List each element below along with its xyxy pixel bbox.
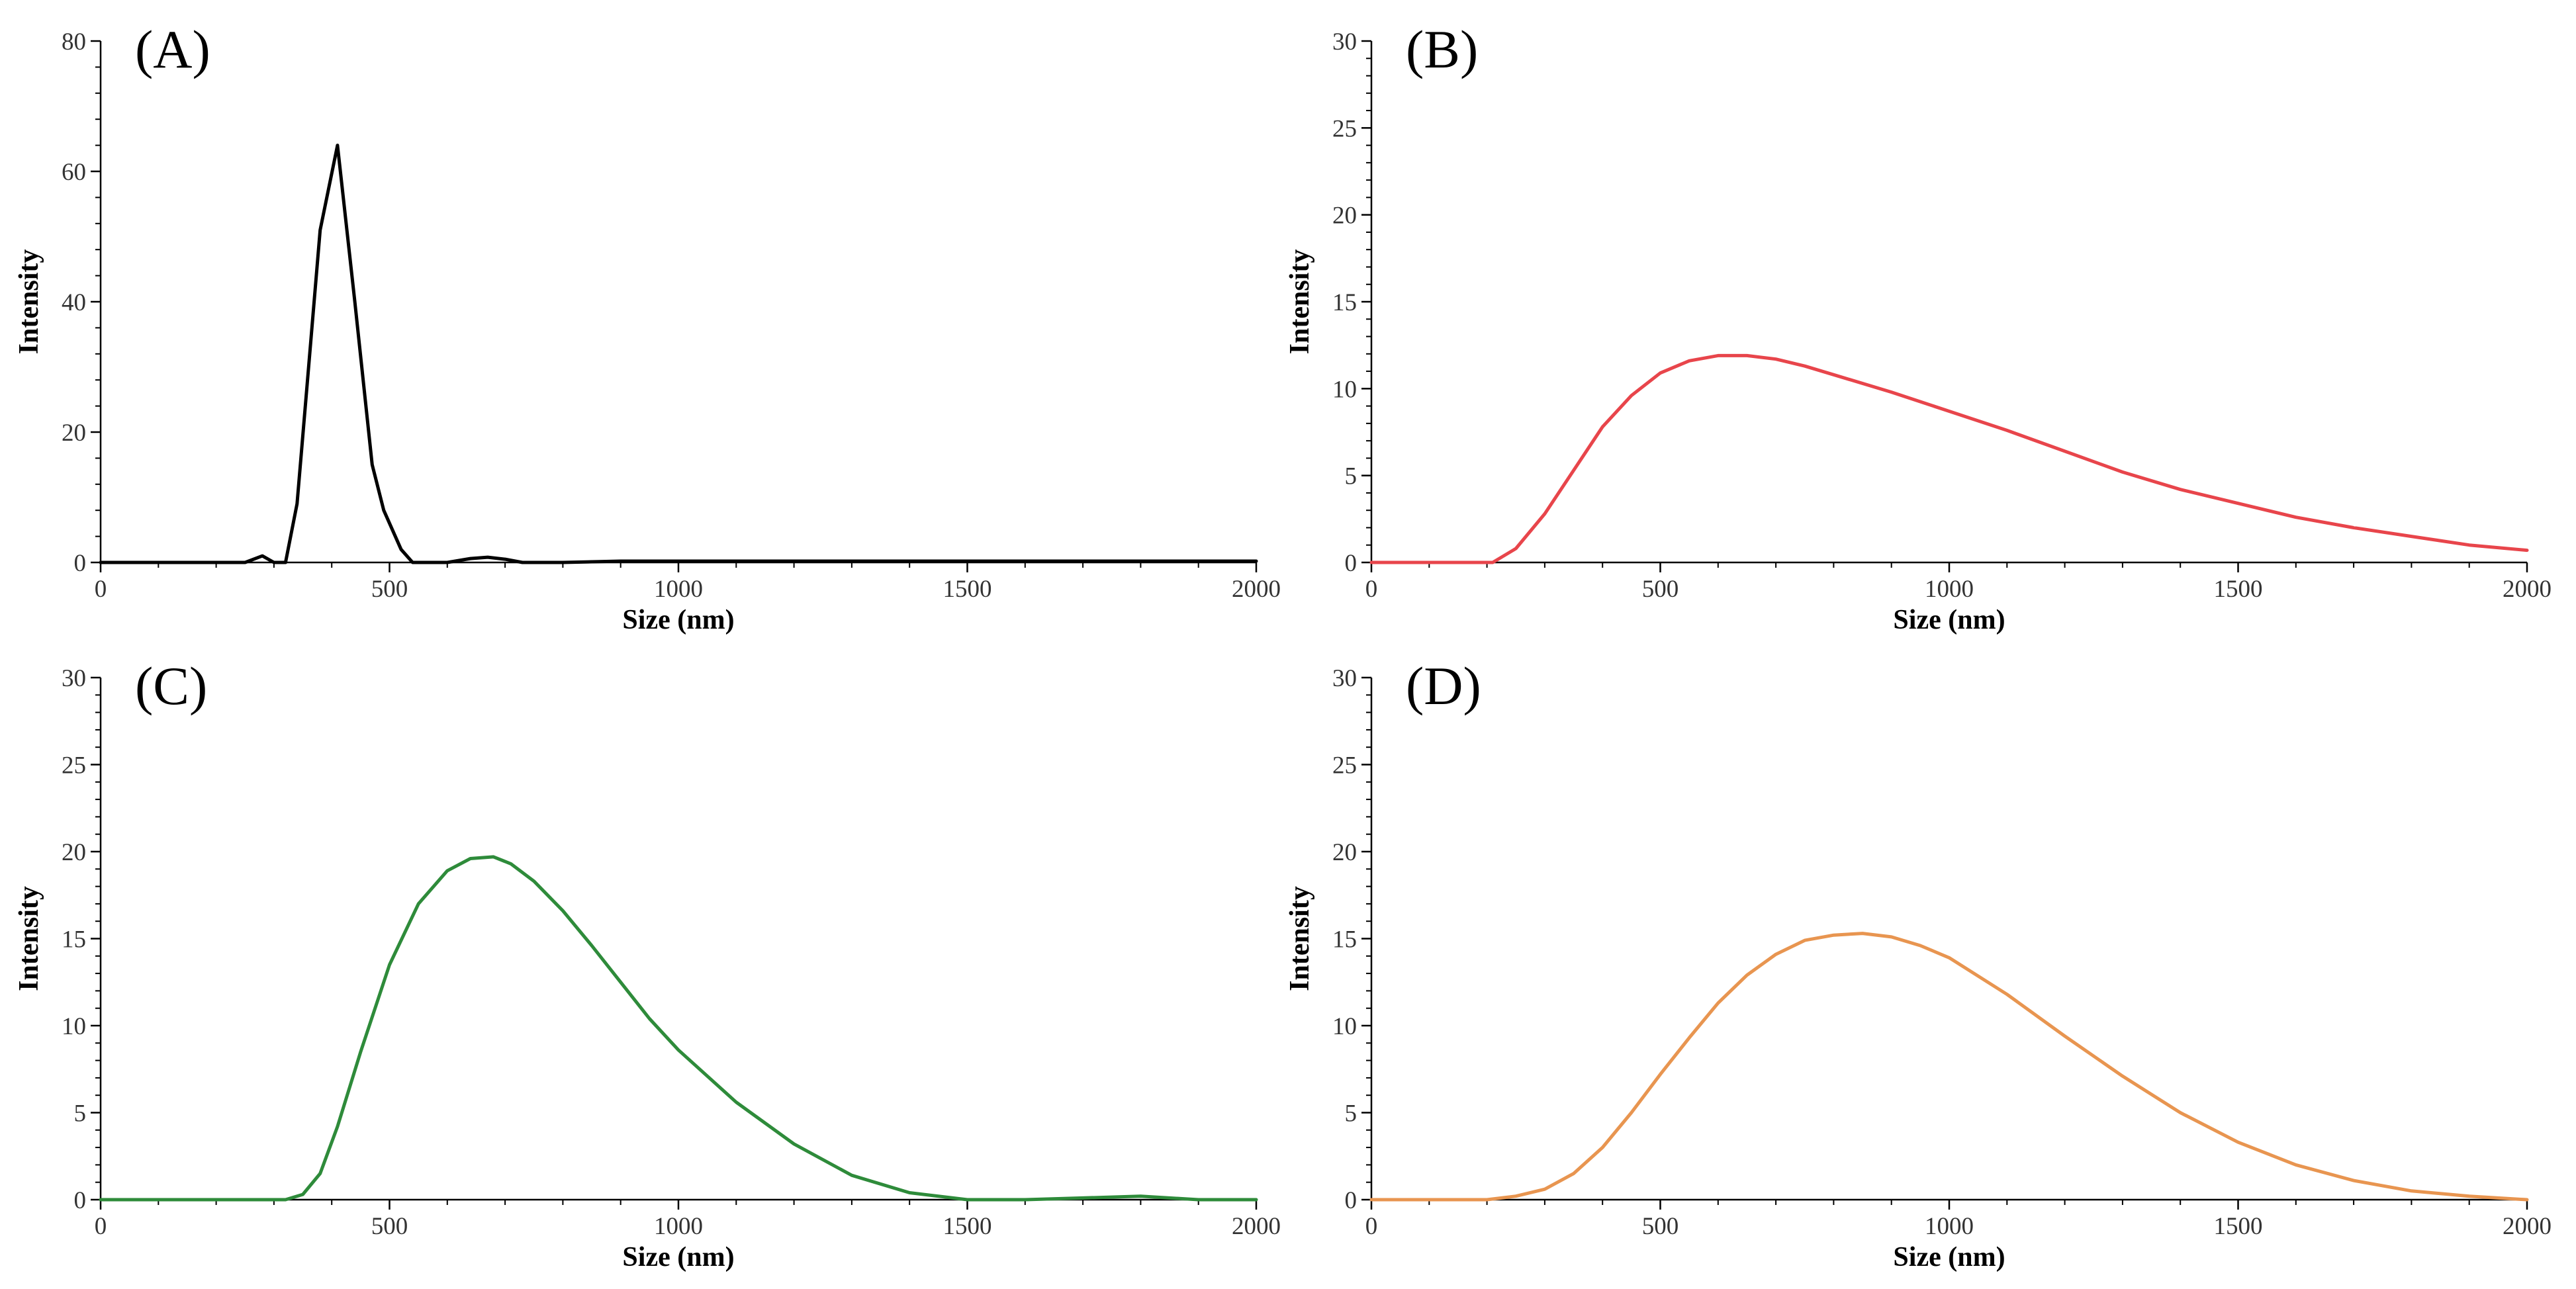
x-tick-label: 1500 (2214, 1213, 2263, 1240)
y-tick-label: 20 (1332, 839, 1357, 866)
y-tick-label: 15 (1332, 289, 1357, 316)
y-tick-label: 40 (62, 289, 86, 316)
y-axis-title: Intensity (14, 249, 44, 355)
x-axis-title: Size (nm) (1893, 605, 2005, 635)
y-tick-label: 0 (1345, 1187, 1357, 1214)
x-tick-label: 1000 (654, 1213, 703, 1240)
y-tick-label: 15 (1332, 926, 1357, 954)
series-line-A (99, 144, 1258, 564)
y-tick-label: 30 (1332, 28, 1357, 56)
x-tick-label: 500 (1642, 576, 1679, 603)
y-tick-label: 30 (62, 665, 86, 692)
chart-panel-1: 0 500 1000 1500 2000 0 20 40 60 80 Size (nm) Intens… (14, 19, 1281, 635)
panel-label: (A) (135, 19, 210, 79)
y-tick-label: 20 (1332, 202, 1357, 230)
y-tick-label: 30 (1332, 665, 1357, 692)
y-axis-title: Intensity (14, 886, 44, 991)
y-tick-label: 5 (74, 1100, 87, 1128)
y-tick-label: 0 (74, 550, 87, 577)
y-tick-label: 10 (1332, 1013, 1357, 1040)
y-tick-label: 10 (1332, 376, 1357, 403)
x-tick-label: 500 (371, 576, 408, 603)
panel-label: (C) (135, 656, 207, 716)
x-tick-label: 500 (1642, 1213, 1679, 1240)
y-axis-title: Intensity (1285, 249, 1315, 355)
y-tick-label: 25 (1332, 115, 1357, 142)
x-tick-label: 1000 (1925, 576, 1974, 603)
y-tick-label: 20 (62, 420, 86, 447)
y-tick-label: 80 (62, 28, 86, 56)
y-axis-title: Intensity (1285, 886, 1315, 991)
y-tick-label: 5 (1345, 463, 1357, 490)
y-tick-label: 0 (74, 1187, 87, 1214)
x-tick-label: 0 (1365, 576, 1378, 603)
y-tick-label: 25 (1332, 752, 1357, 779)
x-tick-label: 1500 (943, 576, 992, 603)
y-tick-label: 0 (1345, 550, 1357, 577)
panel-label: (B) (1406, 19, 1478, 79)
y-tick-label: 5 (1345, 1100, 1357, 1128)
panel-label: (D) (1406, 656, 1481, 716)
series-line-B (1369, 353, 2529, 564)
x-tick-label: 1000 (654, 576, 703, 603)
x-tick-label: 0 (95, 1213, 107, 1240)
chart-panel-3: 0 500 1000 1500 2000 0 5 10 15 20 25 30 Size (nm) Int… (14, 656, 1281, 1272)
y-tick-label: 15 (62, 926, 86, 954)
x-tick-label: 1500 (943, 1213, 992, 1240)
x-tick-label: 0 (95, 576, 107, 603)
chart-panel-4: 0 500 1000 1500 2000 0 5 10 15 20 25 30 Size (nm) Int… (1285, 656, 2552, 1272)
y-tick-label: 25 (62, 752, 86, 779)
x-tick-label: 500 (371, 1213, 408, 1240)
x-tick-label: 2000 (2503, 1213, 2552, 1240)
x-tick-label: 1500 (2214, 576, 2263, 603)
x-tick-label: 2000 (1232, 1213, 1281, 1240)
x-tick-label: 1000 (1925, 1213, 1974, 1240)
y-tick-label: 20 (62, 839, 86, 866)
chart-panel-2: 0 500 1000 1500 2000 0 5 10 15 20 25 30 Size (nm) Int… (1285, 19, 2552, 635)
series-line-D (1369, 932, 2529, 1202)
x-tick-label: 2000 (2503, 576, 2552, 603)
y-tick-label: 10 (62, 1013, 86, 1040)
series-line-C (99, 855, 1258, 1202)
x-axis-title: Size (nm) (1893, 1242, 2005, 1272)
x-tick-label: 0 (1365, 1213, 1378, 1240)
x-axis-title: Size (nm) (622, 605, 734, 635)
x-tick-label: 2000 (1232, 576, 1281, 603)
x-axis-title: Size (nm) (622, 1242, 734, 1272)
y-tick-label: 60 (62, 159, 86, 186)
